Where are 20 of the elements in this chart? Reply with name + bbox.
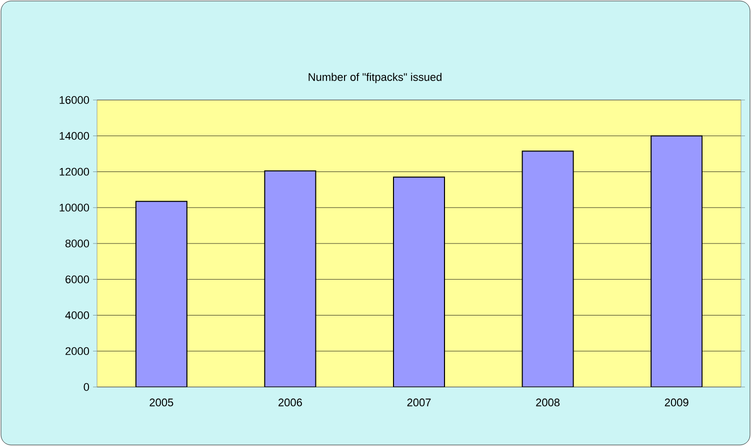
x-tick-label: 2005 [150, 398, 174, 406]
y-tick-label: 14000 [60, 132, 90, 140]
bar [135, 200, 188, 387]
x-tick-label: 2008 [536, 398, 560, 406]
y-tick-label: 4000 [65, 311, 90, 320]
bar [522, 150, 574, 387]
bar [264, 170, 316, 387]
y-tick-label: 2000 [66, 347, 90, 356]
x-tick-label: 2007 [407, 398, 431, 406]
y-tick-label: 12000 [60, 168, 90, 176]
y-tick-label: 16000 [60, 96, 90, 104]
y-tick-label: 8000 [65, 240, 90, 248]
bar [393, 176, 446, 387]
x-tick-label: 2006 [278, 398, 302, 406]
y-tick-label: 6000 [66, 275, 90, 284]
chart-title: Number of "fitpacks" issued [308, 72, 442, 84]
x-tick-label: 2009 [664, 398, 688, 406]
bar [650, 135, 703, 387]
y-tick-label: 0 [84, 383, 90, 391]
y-tick-label: 10000 [60, 204, 90, 212]
